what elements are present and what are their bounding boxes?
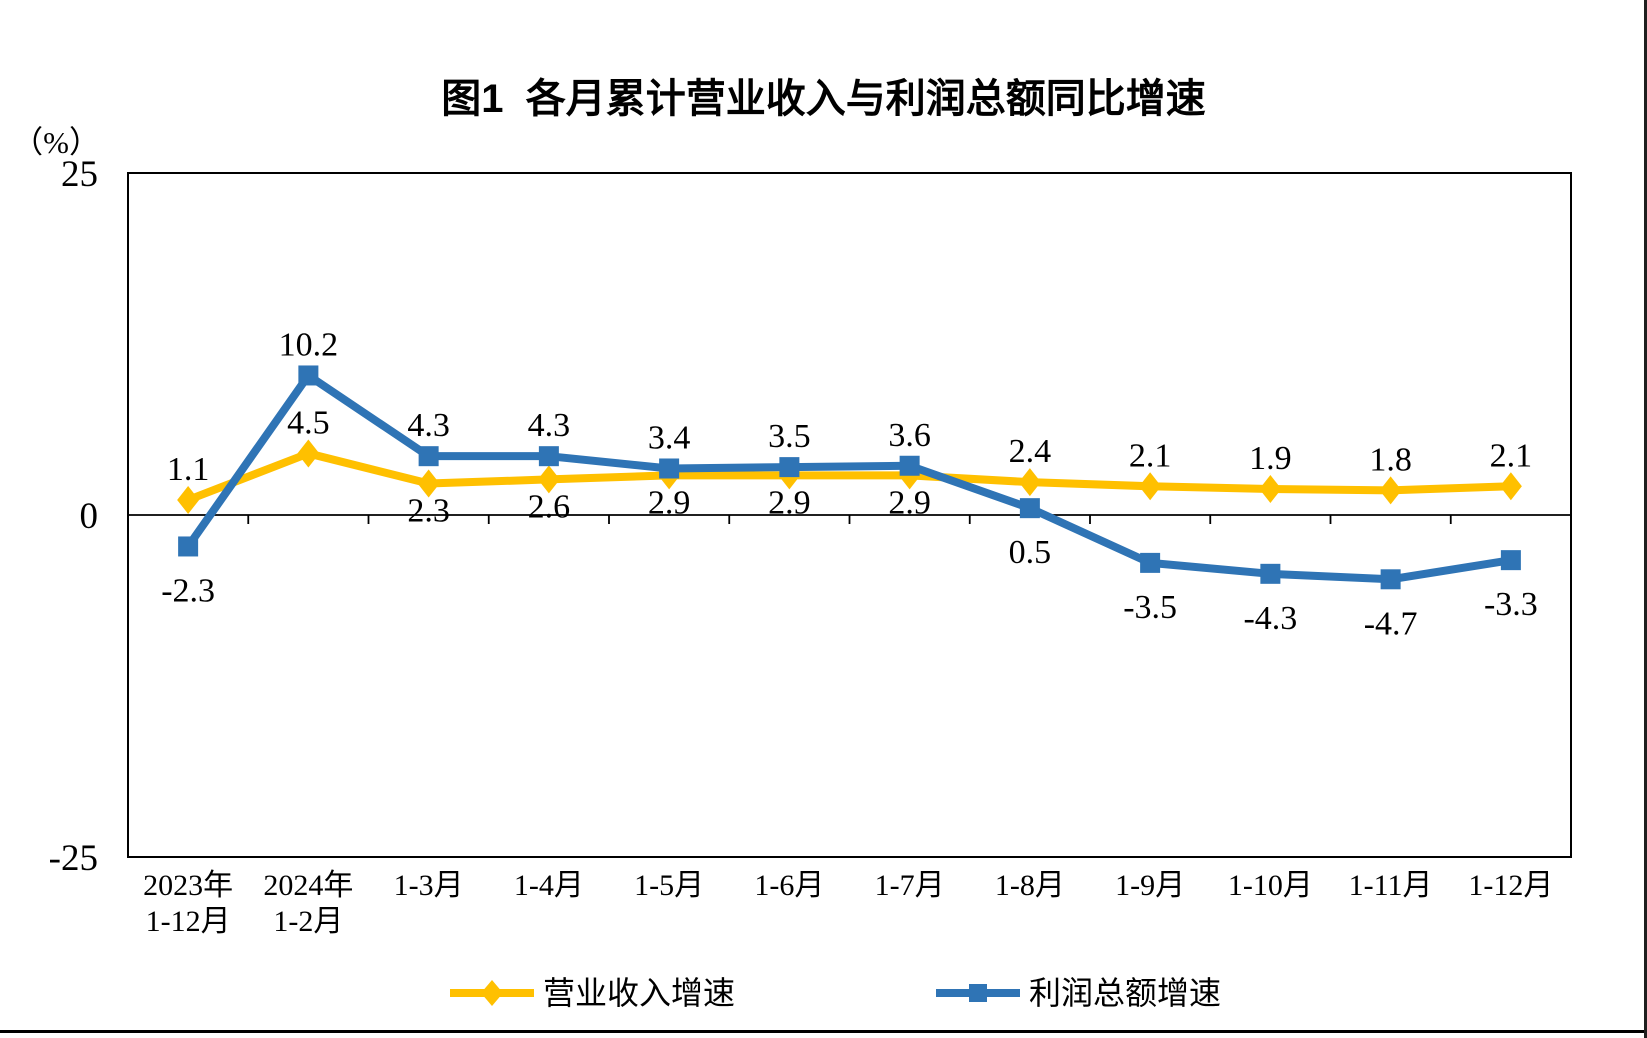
data-marker-square [1500, 550, 1521, 571]
data-label: 3.5 [768, 418, 811, 455]
y-axis-unit-label: （%） [12, 125, 100, 160]
x-tick-label: 2024年 [263, 869, 353, 902]
data-marker-square [538, 446, 559, 467]
data-marker-square [1019, 498, 1040, 519]
data-marker-diamond [1499, 472, 1522, 501]
data-label: 3.4 [648, 419, 691, 456]
legend-item-profit: 利润总额增速 [936, 972, 1221, 1014]
legend-label-profit: 利润总额增速 [1029, 975, 1222, 1011]
x-tick-label: 1-11月 [1349, 869, 1433, 902]
data-label: -4.3 [1243, 600, 1297, 637]
data-marker-square [178, 536, 199, 557]
legend-diamond-icon [481, 980, 503, 1006]
data-marker-square [779, 457, 800, 478]
data-marker-diamond [177, 485, 200, 514]
x-tick-label: 1-6月 [754, 869, 824, 902]
data-marker-diamond [537, 465, 560, 494]
x-tick-label: 1-2月 [273, 905, 343, 938]
data-label: -4.7 [1364, 605, 1418, 642]
data-label: 4.3 [407, 407, 450, 444]
legend-item-revenue: 营业收入增速 [450, 972, 735, 1014]
data-label: 2.9 [888, 484, 931, 521]
data-marker-diamond [417, 469, 440, 498]
data-marker-square [298, 365, 319, 386]
data-marker-square [899, 455, 920, 476]
data-label: 2.6 [528, 488, 571, 525]
data-label: 2.3 [407, 493, 450, 530]
series-line-0 [184, 449, 1515, 504]
x-tick-label: 1-5月 [634, 869, 704, 902]
data-marker-diamond [1259, 475, 1282, 504]
data-label: 4.3 [528, 407, 571, 444]
data-label: 2.1 [1490, 437, 1533, 474]
data-label: 2.9 [768, 484, 811, 521]
data-marker-square [1260, 563, 1281, 584]
data-marker-diamond [297, 439, 320, 468]
x-tick-label: 1-10月 [1228, 869, 1313, 902]
legend: 营业收入增速 利润总额增速 [0, 972, 1647, 1014]
x-tick-label: 1-3月 [394, 869, 464, 902]
legend-square-icon [969, 984, 987, 1002]
legend-label-revenue: 营业收入增速 [543, 975, 736, 1011]
data-label: 3.6 [888, 417, 931, 454]
data-label: 0.5 [1009, 534, 1052, 571]
y-tick-label: 25 [61, 154, 98, 195]
x-tick-label: 1-12月 [1468, 869, 1553, 902]
data-label: -3.5 [1123, 589, 1177, 626]
x-tick-label: 1-7月 [875, 869, 945, 902]
data-label: 2.1 [1129, 437, 1172, 474]
data-label: 4.5 [287, 404, 330, 441]
page-right-edge [1644, 0, 1647, 1038]
x-tick-label: 2023年 [143, 869, 233, 902]
data-marker-diamond [1139, 472, 1162, 501]
data-marker-square [418, 446, 439, 467]
data-label: -3.3 [1484, 586, 1538, 623]
revenue-legend-marker [450, 980, 534, 1006]
data-label: 1.9 [1249, 440, 1292, 477]
x-tick-label: 1-4月 [514, 869, 584, 902]
data-label: 2.9 [648, 484, 691, 521]
page-divider [0, 1030, 1647, 1033]
data-marker-square [1380, 569, 1401, 590]
x-tick-label: 1-8月 [995, 869, 1065, 902]
series-line-1 [184, 371, 1515, 584]
data-marker-diamond [1379, 476, 1402, 505]
data-label: -2.3 [161, 572, 215, 609]
data-marker-diamond [1018, 468, 1041, 497]
data-label: 2.4 [1009, 433, 1052, 470]
data-marker-square [1140, 552, 1161, 573]
x-tick-label: 1-12月 [146, 905, 231, 938]
chart-title: 图1 各月累计营业收入与利润总额同比增速 [441, 77, 1206, 121]
data-label: 1.8 [1369, 441, 1412, 478]
x-tick-label: 1-9月 [1115, 869, 1185, 902]
data-marker-square [659, 458, 680, 479]
data-label: 10.2 [279, 326, 339, 363]
data-label: 1.1 [167, 451, 210, 488]
profit-legend-marker [936, 984, 1020, 1002]
y-tick-label: -25 [49, 838, 98, 879]
y-tick-label: 0 [80, 496, 99, 537]
